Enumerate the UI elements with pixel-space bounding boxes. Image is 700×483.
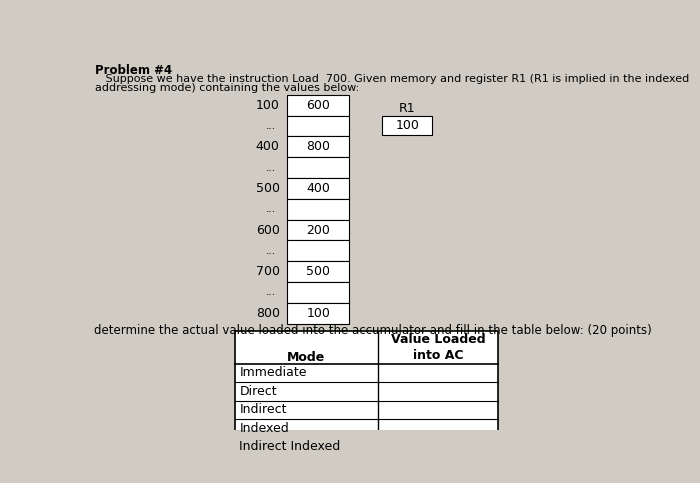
Text: R1: R1 [399, 101, 416, 114]
Text: Mode: Mode [287, 351, 326, 364]
Text: Indexed: Indexed [239, 422, 289, 435]
Bar [288, 137, 349, 157]
Text: 100: 100 [256, 99, 280, 112]
Text: Indirect Indexed: Indirect Indexed [239, 440, 341, 454]
Bar [288, 116, 349, 137]
Text: 400: 400 [307, 182, 330, 195]
Text: 200: 200 [307, 224, 330, 237]
Bar [288, 157, 349, 178]
Text: Immediate: Immediate [239, 367, 307, 379]
Text: 600: 600 [256, 224, 280, 237]
Text: determine the actual value loaded into the accumulator and fill in the table bel: determine the actual value loaded into t… [94, 325, 652, 338]
Text: 800: 800 [256, 307, 280, 320]
Text: Suppose we have the instruction Load  700. Given memory and register R1 (R1 is i: Suppose we have the instruction Load 700… [95, 74, 690, 84]
Bar [288, 303, 349, 324]
Bar [382, 116, 433, 135]
Text: addressing mode) containing the values below:: addressing mode) containing the values b… [95, 84, 360, 93]
Bar [288, 282, 349, 303]
Text: ...: ... [266, 246, 276, 256]
Text: ...: ... [266, 121, 276, 131]
Text: ...: ... [266, 204, 276, 214]
Text: 600: 600 [307, 99, 330, 112]
Bar [288, 178, 349, 199]
Text: 100: 100 [395, 119, 419, 132]
Text: 700: 700 [256, 265, 280, 278]
Text: 400: 400 [256, 141, 280, 154]
Text: 500: 500 [256, 182, 280, 195]
Text: 500: 500 [307, 265, 330, 278]
Text: Problem #4: Problem #4 [95, 64, 172, 77]
Text: Indirect: Indirect [239, 403, 287, 416]
Text: 100: 100 [307, 307, 330, 320]
Bar [234, 331, 498, 456]
Text: 800: 800 [307, 141, 330, 154]
Text: ...: ... [266, 163, 276, 173]
Text: Direct: Direct [239, 385, 277, 398]
Text: ...: ... [266, 287, 276, 298]
Text: Value Loaded
into AC: Value Loaded into AC [391, 333, 486, 362]
Bar [288, 241, 349, 261]
Bar [288, 261, 349, 282]
Bar [288, 199, 349, 220]
Bar [288, 220, 349, 241]
Bar [288, 95, 349, 116]
